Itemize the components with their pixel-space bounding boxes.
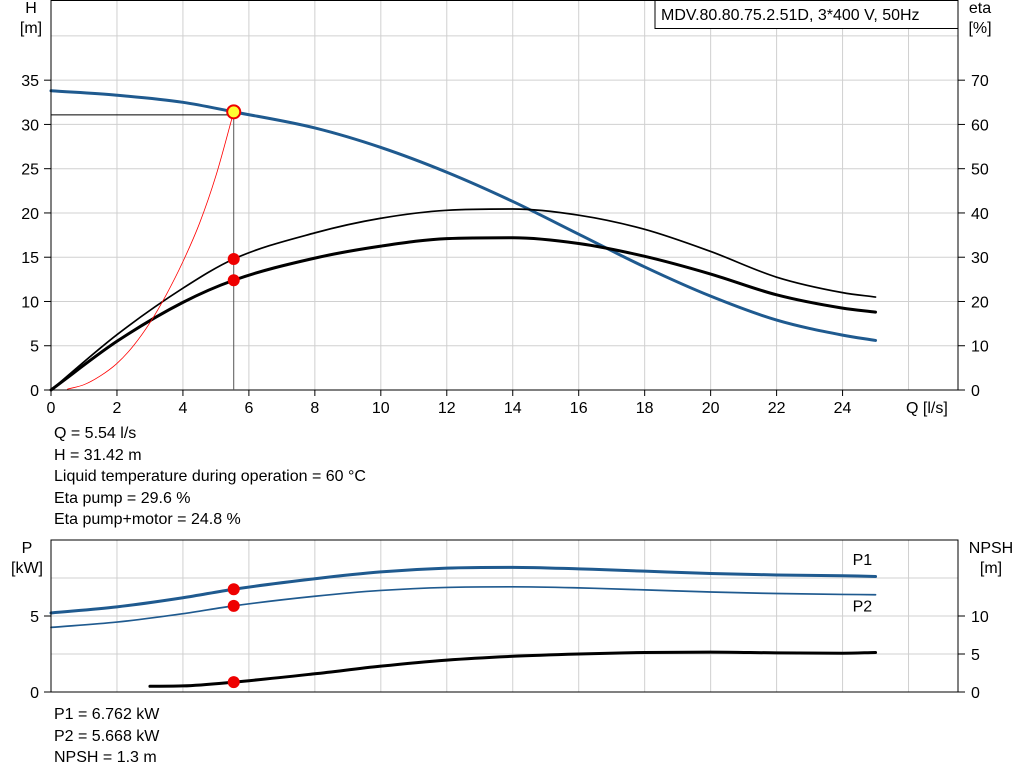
bottom-y2-axis-title: NPSH <box>969 540 1013 557</box>
chart-title-box: MDV.80.80.75.2.51D, 3*400 V, 50Hz <box>654 0 959 29</box>
bottom-y-axis-title: P <box>22 540 33 557</box>
top-y-tick-label: 20 <box>21 206 39 223</box>
top-y2-tick-label: 60 <box>971 117 989 134</box>
info-eta-pump-motor: Eta pump+motor = 24.8 % <box>54 511 241 528</box>
top-x-tick-label: 22 <box>768 400 786 417</box>
top-y2-axis-title: [%] <box>968 20 991 37</box>
bottom-y2-tick-label: 10 <box>971 609 989 626</box>
top-y-tick-label: 30 <box>21 117 39 134</box>
bottom-y2-axis-title: [m] <box>980 560 1002 577</box>
top-x-tick-label: 0 <box>47 400 56 417</box>
info-p2: P2 = 5.668 kW <box>54 727 160 745</box>
top-y-axis-title: H <box>25 0 37 17</box>
duty_P2-marker <box>227 599 240 612</box>
bottom-y-tick-label: 0 <box>30 685 39 702</box>
bottom-y2-tick-label: 5 <box>971 647 980 664</box>
duty-point-info: Q = 5.54 l/s H = 31.42 m Liquid temperat… <box>54 423 366 531</box>
top-x-tick-label: 2 <box>113 400 122 417</box>
top-x-tick-label: 6 <box>244 400 253 417</box>
top-y2-tick-label: 50 <box>971 162 989 179</box>
top-y2-tick-label: 0 <box>971 383 980 400</box>
top-x-tick-label: 20 <box>702 400 720 417</box>
top-frame <box>50 0 959 391</box>
top-curve-head <box>49 89 878 342</box>
series-label-p1: P1 <box>853 552 873 569</box>
bottom-y2-tick-label: 0 <box>971 685 980 702</box>
top-y-axis-title: [m] <box>20 20 42 37</box>
top-y2-tick-label: 20 <box>971 294 989 311</box>
info-npsh: NPSH = 1.3 m <box>54 749 157 766</box>
top-x-tick-label: 12 <box>438 400 456 417</box>
top-y2-tick-label: 30 <box>971 250 989 267</box>
top-x-tick-label: 8 <box>310 400 319 417</box>
top-y2-tick-label: 10 <box>971 339 989 356</box>
chart-title: MDV.80.80.75.2.51D, 3*400 V, 50Hz <box>661 7 920 24</box>
top-y-tick-label: 5 <box>30 339 39 356</box>
bottom-curve-P1 <box>49 565 878 615</box>
top-curve-eta_pump <box>50 208 877 391</box>
top-y2-tick-label: 40 <box>971 206 989 223</box>
top-x-tick-label: 24 <box>834 400 852 417</box>
chart-title-frame <box>654 0 959 29</box>
bottom-curve-P2 <box>50 585 877 629</box>
top-y2-tick-label: 70 <box>971 73 989 90</box>
bottom-y-tick-label: 5 <box>30 609 39 626</box>
top-x-tick-label: 10 <box>372 400 390 417</box>
power-info: P1 = 6.762 kW P2 = 5.668 kW NPSH = 1.3 m <box>54 704 159 769</box>
top-y2-axis-title: eta <box>969 0 991 17</box>
info-p1: P1 = 6.762 kW <box>54 706 160 723</box>
top-y-tick-label: 0 <box>30 383 39 400</box>
info-flow: Q = 5.54 l/s <box>54 425 137 442</box>
duty-point-marker <box>226 104 242 120</box>
duty_NPSH-marker <box>227 676 240 689</box>
top-y-tick-label: 10 <box>21 294 39 311</box>
top-x-tick-label: 4 <box>178 400 187 417</box>
info-liquid-temperature: Liquid temperature during operation = 60… <box>54 468 366 485</box>
top-y-tick-label: 15 <box>21 250 39 267</box>
duty_P1-marker <box>227 583 240 596</box>
bottom-y-axis-title: [kW] <box>11 560 43 577</box>
top-x-tick-label: 18 <box>636 400 654 417</box>
duty_eta_pump-marker <box>227 252 240 265</box>
duty_eta_pump_motor-marker <box>227 274 240 287</box>
series-label-p2: P2 <box>853 598 873 615</box>
top-x-axis-title: Q [l/s] <box>906 400 948 417</box>
top-y-tick-label: 25 <box>21 162 39 179</box>
top-y-tick-label: 35 <box>21 73 39 90</box>
info-eta-pump: Eta pump = 29.6 % <box>54 489 191 507</box>
top-curve-eta_pump_motor <box>49 236 878 392</box>
top-curve-system_curve <box>67 111 235 390</box>
top-x-tick-label: 14 <box>504 400 522 417</box>
info-head: H = 31.42 m <box>54 446 142 464</box>
top-x-tick-label: 16 <box>570 400 588 417</box>
